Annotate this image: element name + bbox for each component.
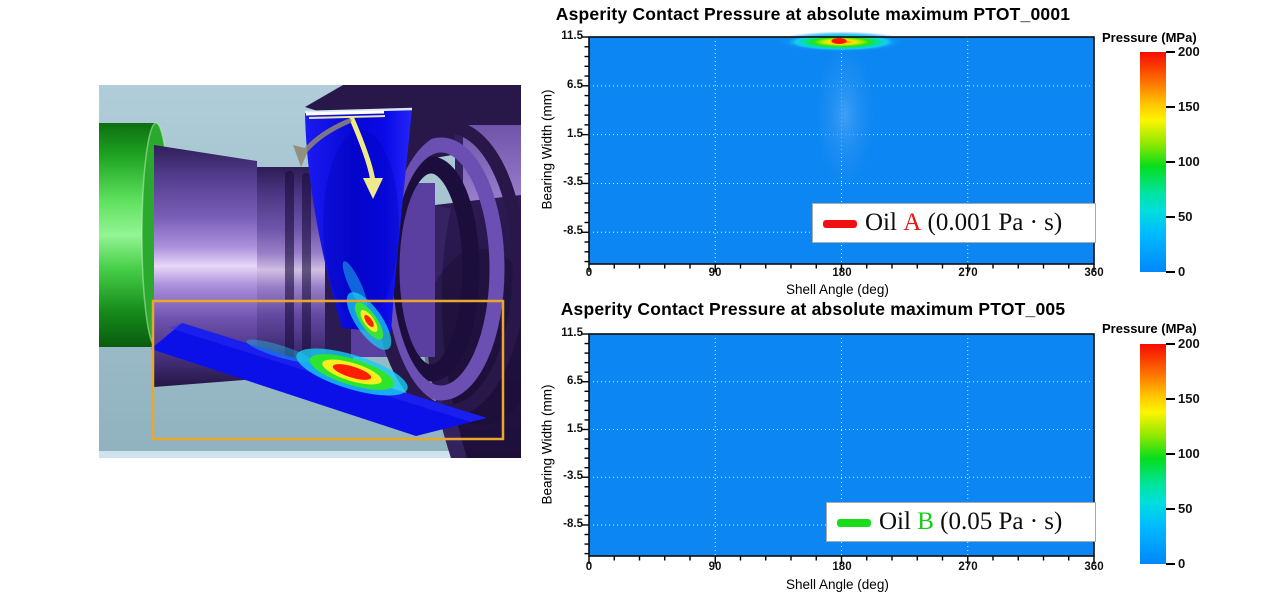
colorbar-tick: 200	[1178, 44, 1200, 59]
x-tick: 90	[708, 267, 722, 279]
legend-swatch	[823, 220, 857, 228]
colorbar-tick: 200	[1178, 336, 1200, 351]
pressure-plume	[815, 43, 875, 187]
y-tick: -8.5	[563, 518, 583, 530]
legend: Oil B (0.05 Pa · s)	[826, 502, 1096, 542]
colorbar-tick: 100	[1178, 154, 1200, 169]
legend-oil-letter: B	[917, 508, 934, 535]
plot-border	[588, 333, 1095, 557]
top-reference-line	[305, 110, 386, 119]
legend-swatch	[837, 519, 871, 527]
colorbar-tick-mark	[1166, 343, 1175, 345]
colorbar-tick-mark	[1166, 398, 1175, 400]
y-tick: 6.5	[567, 375, 583, 387]
colorbar-tick: 0	[1178, 556, 1186, 571]
plot-border	[588, 36, 1095, 265]
x-tick: 270	[958, 561, 978, 573]
colorbar-tick: 50	[1178, 209, 1193, 224]
colorbar-tick-mark	[1166, 271, 1175, 273]
y-axis-label: Bearing Width (mm)	[539, 89, 555, 210]
y-tick: -8.5	[563, 225, 583, 237]
colorbar-tick: 150	[1178, 99, 1200, 114]
colorbar-tick-mark	[1166, 51, 1175, 53]
colorbar-tick: 50	[1178, 501, 1193, 516]
y-tick: 6.5	[567, 79, 583, 91]
chart2-title: Asperity Contact Pressure at absolute ma…	[560, 299, 1066, 319]
y-tick: 11.5	[561, 30, 583, 42]
rotation-arrow-icon	[349, 116, 383, 199]
y-axis-label: Bearing Width (mm)	[539, 384, 555, 505]
y-tick: -3.5	[563, 470, 583, 482]
colorbar	[1140, 344, 1166, 564]
x-tick: 360	[1084, 267, 1104, 279]
colorbar-title: Pressure (MPa)	[1102, 321, 1197, 336]
colorbar-title: Pressure (MPa)	[1102, 30, 1197, 45]
colorbar-tick-mark	[1166, 161, 1175, 163]
x-tick: 0	[585, 561, 593, 573]
highlight-box	[151, 299, 505, 441]
y-tick: 11.5	[561, 327, 583, 339]
colorbar-tick: 100	[1178, 446, 1200, 461]
colorbar-tick: 150	[1178, 391, 1200, 406]
x-tick: 270	[958, 267, 978, 279]
legend-oil-letter: A	[903, 209, 922, 236]
legend-text: Oil	[865, 209, 904, 236]
colorbar-tick-mark	[1166, 216, 1175, 218]
x-tick: 180	[832, 267, 852, 279]
legend-text: Oil	[879, 508, 918, 535]
y-tick: 1.5	[567, 128, 583, 140]
x-axis-label: Shell Angle (deg)	[786, 282, 889, 297]
x-axis-label: Shell Angle (deg)	[786, 577, 889, 592]
chart1-title: Asperity Contact Pressure at absolute ma…	[555, 4, 1071, 24]
colorbar-tick-mark	[1166, 508, 1175, 510]
shell-pressure-hotspot	[346, 292, 392, 350]
bearing-shell-band	[304, 107, 413, 350]
colorbar-tick-mark	[1166, 106, 1175, 108]
colorbar-tick: 0	[1178, 264, 1186, 279]
counter-rotation-arrow-icon	[293, 118, 352, 167]
legend-text: (0.001 Pa · s)	[921, 209, 1063, 236]
legend-text: (0.05 Pa · s)	[933, 508, 1063, 535]
plane-pressure-hotspot	[296, 348, 408, 396]
y-tick: -3.5	[563, 176, 583, 188]
pressure-hotspot-core	[831, 38, 847, 44]
x-tick: 180	[832, 561, 852, 573]
x-tick: 0	[585, 267, 593, 279]
y-tick: 1.5	[567, 423, 583, 435]
colorbar-tick-mark	[1166, 453, 1175, 455]
bearing-3d-render	[99, 85, 521, 458]
unwrapped-pressure-plane	[151, 323, 487, 436]
legend: Oil A (0.001 Pa · s)	[812, 203, 1096, 243]
render-bottom-strip	[99, 451, 521, 458]
colorbar	[1140, 52, 1166, 272]
colorbar-tick-mark	[1166, 563, 1175, 565]
x-tick: 360	[1084, 561, 1104, 573]
x-tick: 90	[708, 561, 722, 573]
